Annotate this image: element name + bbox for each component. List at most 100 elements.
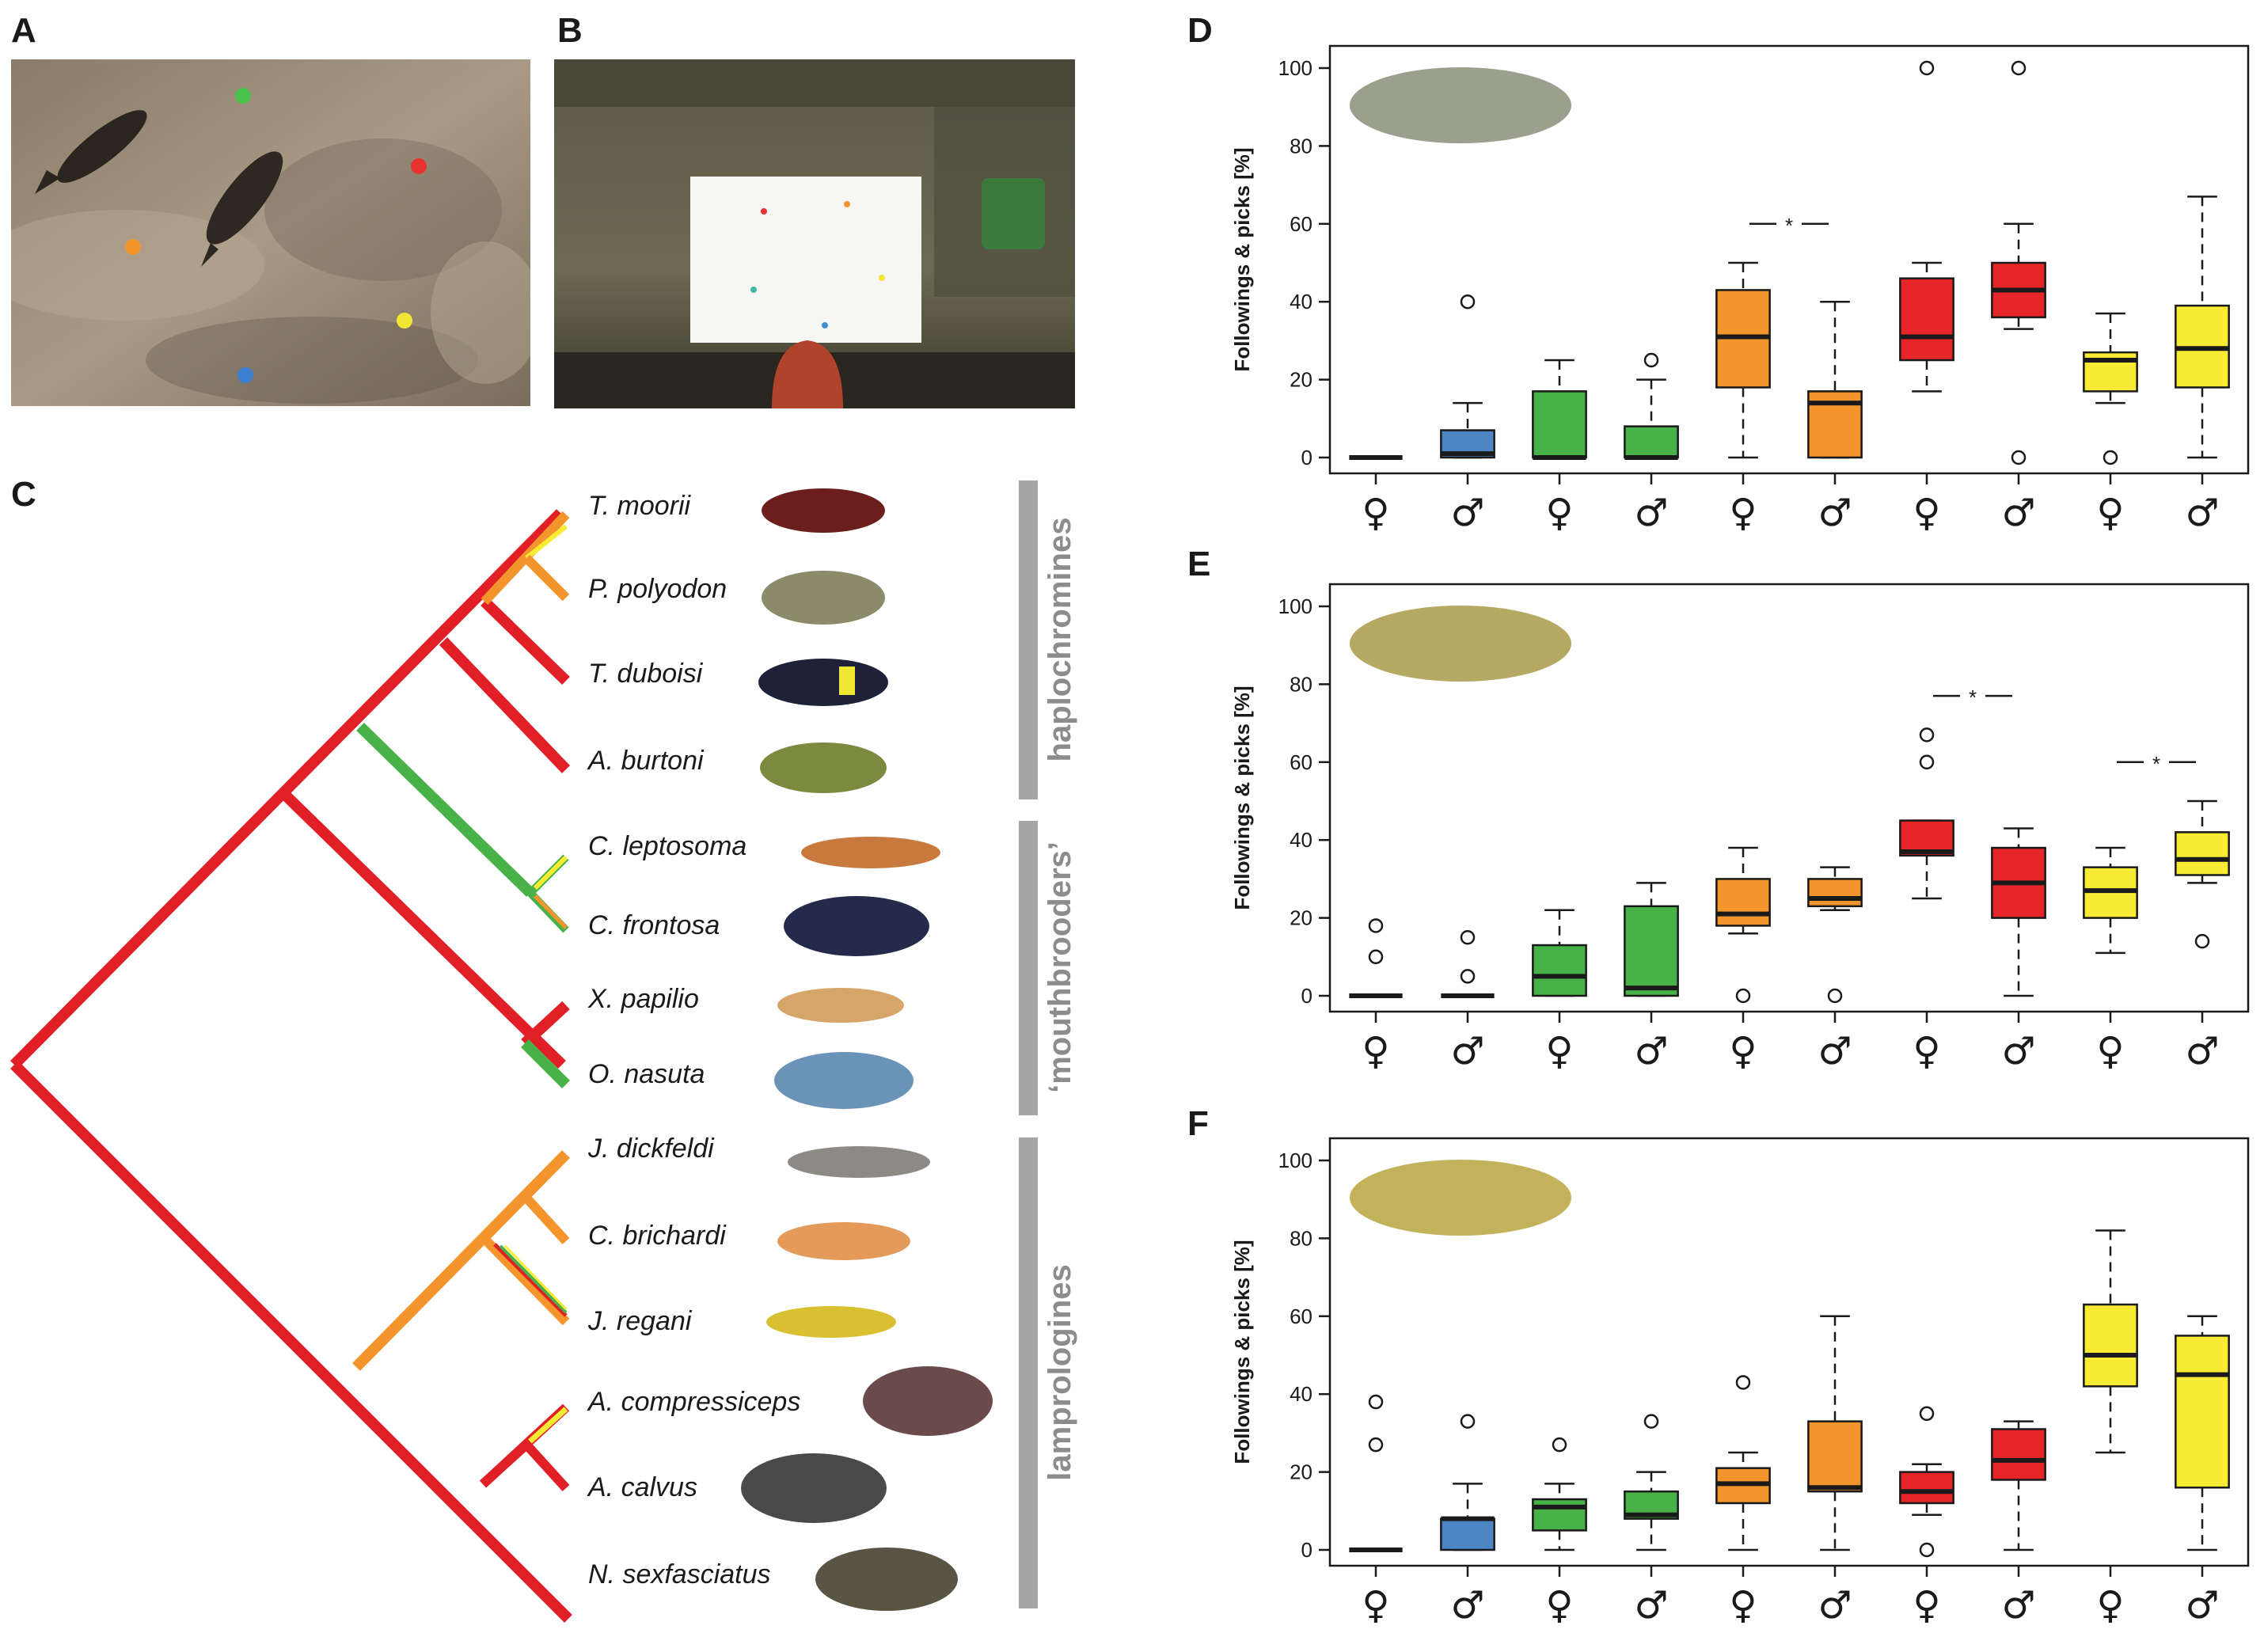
boxplot-panel-f: 0 20 40 60 80 100 Followings & picks [%] ♀ ♂ ♀ ♂ ♀ ♂… [1230, 1137, 2250, 1627]
panel-label-f: F [1187, 1104, 1209, 1143]
species-label: A. burtoni [587, 746, 705, 776]
card-dot-green [750, 287, 757, 293]
photo-a-scene [11, 59, 530, 406]
white-stimulus-card [690, 177, 921, 343]
y-axis-label: Followings & picks [%] [1230, 1240, 1254, 1464]
outlier-point [1919, 1406, 1935, 1422]
fish-thumb-tduboisi-band [839, 666, 855, 695]
x-tick-sex-label: ♀ [1913, 1029, 1940, 1073]
y-tick-label: 0 [1301, 446, 1312, 469]
marker-dot-blue [237, 367, 253, 383]
fish-thumb-onasuta [774, 1052, 914, 1109]
box-orange-female [1715, 846, 1771, 1004]
tree-branch-jregani [481, 1235, 570, 1326]
panel-label-e: E [1187, 545, 1211, 583]
tree-branch-tmoorii-yellow [525, 524, 568, 560]
box-iqr [2175, 1335, 2230, 1489]
outlier-point [2011, 450, 2027, 465]
species-label: A. compressiceps [587, 1387, 800, 1417]
species-label: C. brichardi [588, 1221, 727, 1251]
tree-branch-tmoorii [481, 511, 570, 606]
significance-star: * [1969, 685, 1977, 709]
fish-silhouette-1 [35, 110, 147, 194]
fish-silhouette-2 [201, 151, 283, 267]
tree-branch-root-bottom [10, 1061, 572, 1623]
outlier-point [1460, 294, 1476, 310]
photo-b-scene [554, 59, 1075, 408]
x-tick-sex-label: ♀ [1362, 1583, 1389, 1627]
x-tick-sex-label: ♂ [1818, 491, 1852, 535]
group-bars [1019, 480, 1038, 1608]
y-tick-label: 100 [1278, 594, 1312, 618]
x-tick-sex-label: ♂ [2001, 1029, 2035, 1073]
outlier-point [1919, 727, 1935, 742]
box-iqr [1991, 1428, 2046, 1481]
fish-thumb-acompressiceps [863, 1366, 993, 1436]
box-iqr [1440, 1517, 1495, 1551]
x-tick-sex-label: ♂ [1818, 1583, 1852, 1627]
x-tick-sex-label: ♀ [1729, 1029, 1757, 1073]
box-red-female [1899, 60, 1954, 393]
photo-b-aquarium [554, 59, 1075, 408]
box-blue-male [1440, 1414, 1495, 1551]
fish-thumb-ppolyodon [762, 571, 885, 625]
boxplot-panel-d: 0 20 40 60 80 100 Followings & picks [%] ♀ ♂ ♀ ♂ ♀ ♂… [1230, 44, 2250, 535]
box-red-male [1991, 1420, 2046, 1551]
box-orange-male [1807, 1315, 1863, 1551]
x-tick-sex-label: ♀ [1362, 1029, 1389, 1073]
marker-dot-orange [125, 239, 141, 255]
x-tick-sex-label: ♂ [2185, 1583, 2219, 1627]
box-orange-female [1715, 261, 1771, 459]
outlier-point [1827, 988, 1843, 1004]
fish-thumb-icon [1350, 67, 1571, 143]
x-tick-sex-label: ♂ [1450, 1029, 1484, 1073]
card-dot-blue [822, 322, 828, 329]
panel-label-d: D [1187, 11, 1213, 50]
box-green-male [1624, 882, 1679, 997]
group-label-lamprologines: lamprologines [1043, 1264, 1077, 1480]
outlier-point [1460, 929, 1476, 945]
x-tick-sex-label: ♀ [1545, 1583, 1573, 1627]
box-iqr [1624, 905, 1679, 997]
x-tick-sex-label: ♂ [1634, 1029, 1668, 1073]
x-tick-sex-label: ♀ [2096, 1029, 2124, 1073]
outlier-point [1643, 1414, 1659, 1429]
box-yellow-female [2083, 312, 2138, 465]
plot-frame [1328, 583, 2250, 1013]
panel-label-b: B [557, 11, 583, 50]
box-green-male [1624, 352, 1679, 460]
outlier-point [1460, 969, 1476, 984]
box-yellow-female [2083, 846, 2138, 955]
y-tick-label: 20 [1290, 1460, 1312, 1484]
x-tick-sex-label: ♂ [2001, 491, 2035, 535]
outlier-point [1919, 1542, 1935, 1558]
tree-branches [10, 509, 572, 1623]
y-tick-label: 100 [1278, 1149, 1312, 1172]
card-dot-orange [844, 201, 850, 207]
fish-thumb-cfrontosa [784, 896, 929, 956]
x-tick-sex-label: ♂ [2185, 491, 2219, 535]
box-red-male [1991, 60, 2046, 465]
box-iqr [1715, 878, 1771, 927]
x-tick-sex-label: ♂ [1634, 491, 1668, 535]
tree-branch-ppolyodon [522, 554, 570, 602]
tree-branch-acalvus [479, 1437, 570, 1492]
species-label: C. leptosoma [588, 831, 746, 861]
tree-branch-aburtoni [439, 637, 571, 773]
box-green-female [1532, 359, 1587, 460]
tree-branch-mouthbrooder-clade [281, 790, 566, 1069]
y-tick-label: 60 [1290, 750, 1312, 774]
fish-thumb-jregani [766, 1306, 896, 1338]
outlier-point [1368, 949, 1384, 965]
box-yellow-male [2175, 799, 2230, 949]
box-iqr [1899, 1471, 1954, 1505]
outlier-point [1368, 1394, 1384, 1410]
phylogeny-tree: T. moorii P. polyodon T. duboisi A. burtoni… [10, 480, 1077, 1623]
y-tick-label: 60 [1290, 212, 1312, 236]
tree-branch-jregani-red [493, 1243, 568, 1317]
x-tick-sex-label: ♂ [1634, 1583, 1668, 1627]
x-tick-sex-label: ♀ [1545, 491, 1573, 535]
box-orange-female [1715, 1375, 1771, 1551]
outlier-point [2103, 450, 2118, 465]
x-tick-sex-label: ♀ [1913, 1583, 1940, 1627]
